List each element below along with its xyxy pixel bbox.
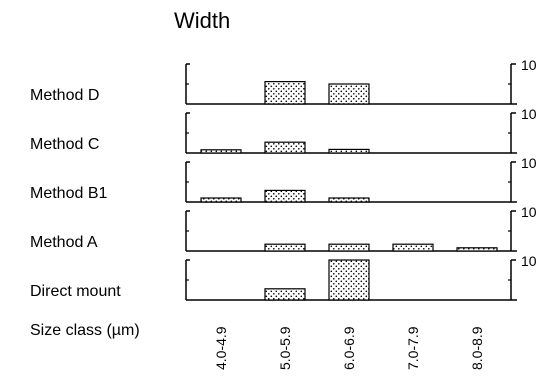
right-axis-label: 10 (521, 155, 537, 171)
series-label: Method D (30, 87, 99, 104)
bar (328, 243, 370, 252)
right-axis-label: 10 (521, 204, 537, 220)
bar (264, 288, 306, 301)
bar (264, 243, 306, 252)
bar (264, 141, 306, 154)
bar (264, 189, 306, 203)
panel-direct-mount: 10 Direct mount (30, 253, 537, 301)
panel-method-a: 10 Method A (30, 204, 537, 252)
panel-method-d: 10 Method D (30, 57, 537, 105)
bar (328, 197, 370, 203)
right-axis-label: 10 (521, 106, 537, 122)
x-tick-label: 8.0-8.9 (469, 326, 485, 370)
bar (328, 83, 370, 105)
bar (200, 149, 242, 154)
bar (328, 259, 370, 301)
x-tick-label: 4.0-4.9 (213, 326, 229, 370)
x-tick-label: 5.0-5.9 (277, 326, 293, 370)
bar (328, 148, 370, 154)
series-label: Method B1 (30, 185, 107, 202)
right-axis-label: 10 (521, 57, 537, 73)
series-label: Method A (30, 234, 98, 251)
panel-method-c: 10 Method C (30, 106, 537, 154)
series-label: Direct mount (30, 283, 121, 300)
bar (456, 247, 498, 252)
bar (200, 197, 242, 203)
right-axis-label: 10 (521, 253, 537, 269)
series-label: Method C (30, 136, 99, 153)
x-tick-label: 6.0-6.9 (341, 326, 357, 370)
x-axis-label: Size class (µm) (30, 322, 140, 339)
x-tick-label: 7.0-7.9 (405, 326, 421, 370)
bar (264, 80, 306, 105)
chart-title: Width (174, 8, 230, 33)
panel-method-b1: 10 Method B1 (30, 155, 537, 203)
bar (392, 243, 434, 252)
